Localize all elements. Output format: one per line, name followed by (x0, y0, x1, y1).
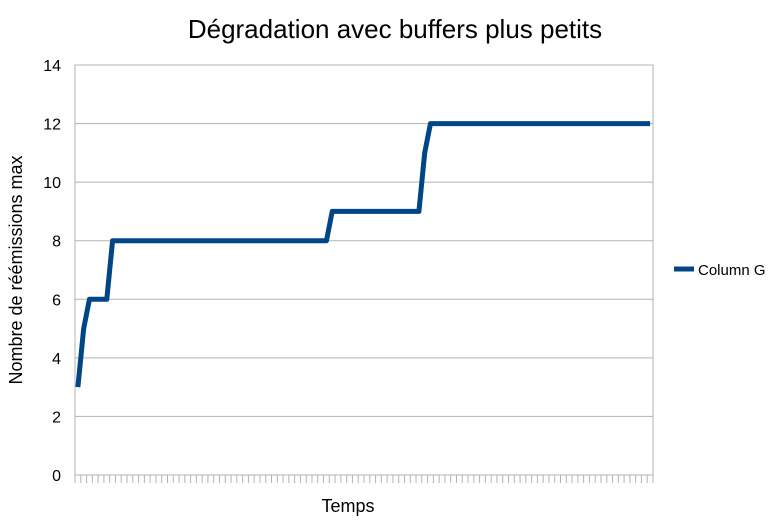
y-tick-label-8: 8 (52, 234, 61, 251)
y-tick-label-4: 4 (52, 351, 61, 368)
y-tick-label-14: 14 (43, 58, 61, 75)
series-line-column-g (75, 121, 651, 388)
legend: Column G (674, 262, 766, 279)
grid-lines (75, 64, 653, 476)
plot-area-frame (74, 64, 654, 476)
y-tick-label-10: 10 (43, 175, 61, 192)
x-axis-label: Temps (321, 496, 374, 516)
chart-title: Dégradation avec buffers plus petits (188, 14, 602, 44)
x-axis-ticks (74, 475, 654, 483)
y-tick-label-0: 0 (52, 468, 61, 485)
legend-label-column-g: Column G (698, 262, 766, 279)
y-tick-label-12: 12 (43, 117, 61, 134)
series-layer (75, 121, 651, 388)
y-axis-tick-labels: 0 2 4 6 8 10 12 14 (43, 58, 61, 485)
y-axis-label: Nombre de réémissions max (6, 155, 26, 384)
y-tick-label-6: 6 (52, 292, 61, 309)
y-tick-label-2: 2 (52, 409, 61, 426)
